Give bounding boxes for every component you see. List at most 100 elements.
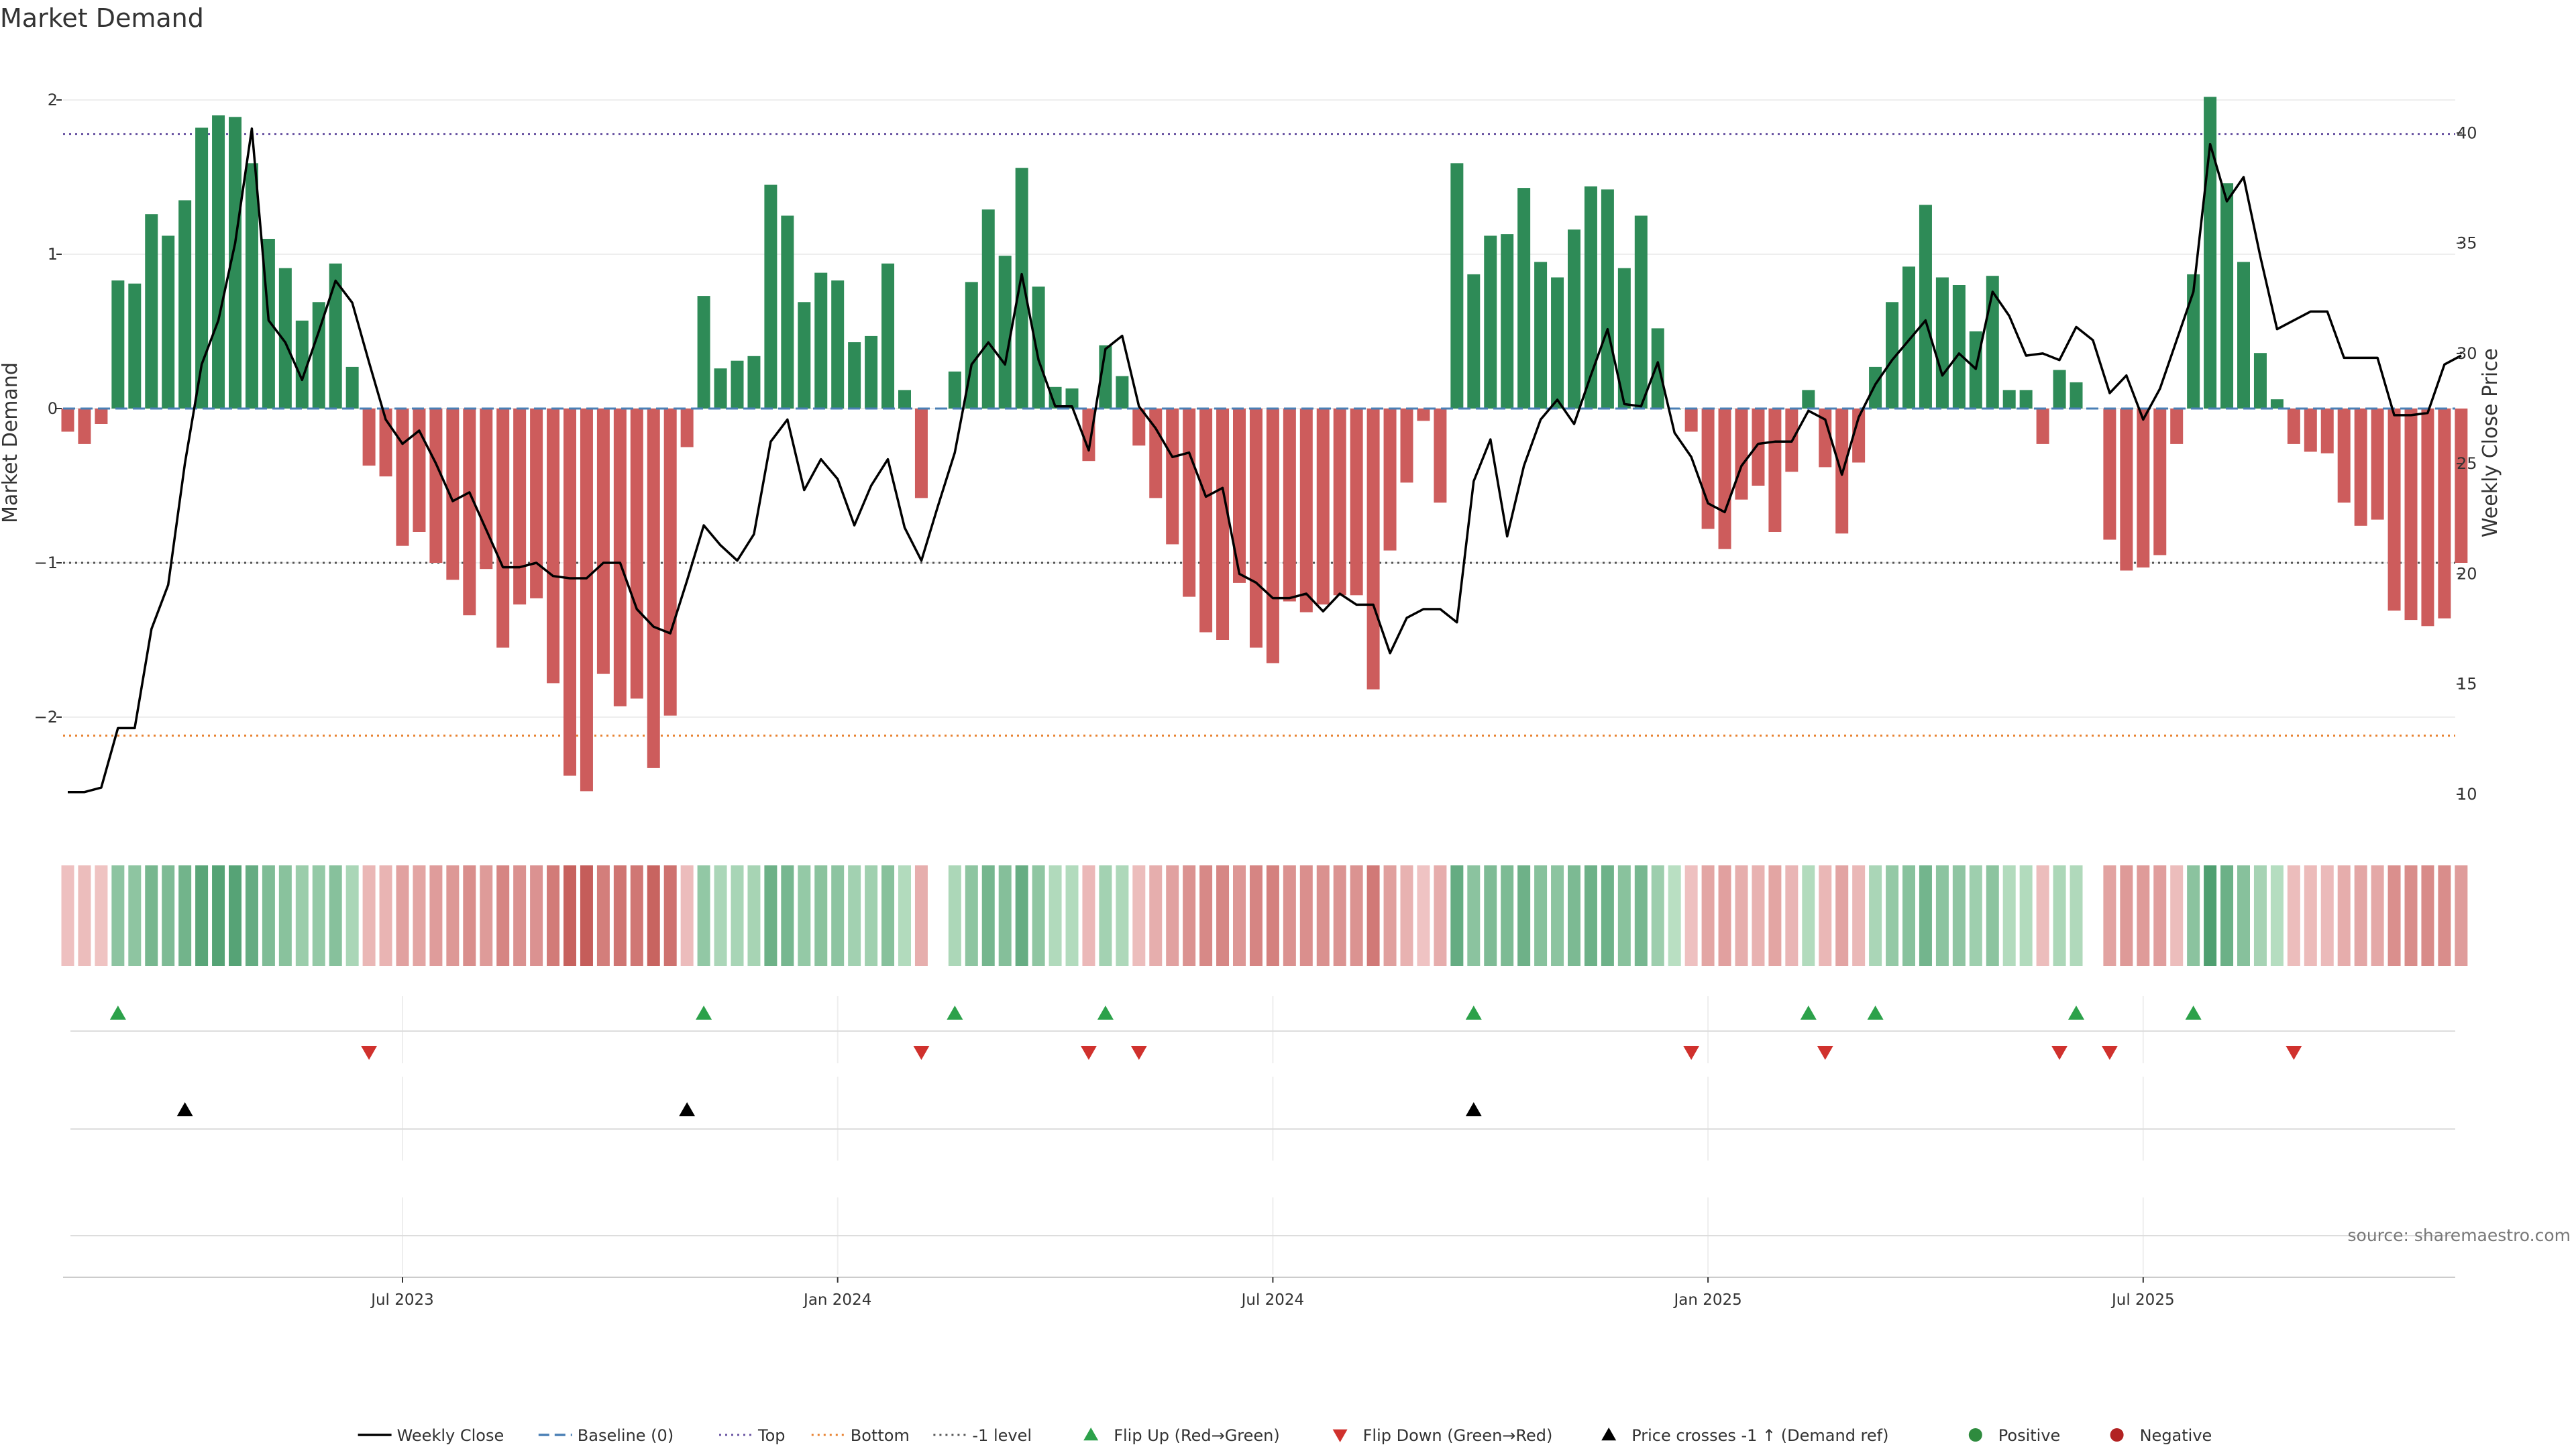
- demand-bar: [1366, 409, 1380, 690]
- demand-bar: [1484, 235, 1497, 409]
- demand-bar: [345, 366, 359, 409]
- demand-bar: [1316, 409, 1330, 605]
- heat-cell: [1484, 865, 1497, 966]
- flip-down-marker: [1683, 1046, 1700, 1060]
- heat-cell: [781, 865, 794, 966]
- heat-cell: [1668, 865, 1681, 966]
- heat-cell: [1316, 865, 1330, 966]
- heat-cell: [1852, 865, 1866, 966]
- heat-cell: [2253, 865, 2267, 966]
- heat-cell: [1266, 865, 1279, 966]
- heat-cell: [1601, 865, 1614, 966]
- date-tick-label: Jul 2025: [2110, 1291, 2175, 1309]
- heat-cell: [1617, 865, 1631, 966]
- demand-bar: [1852, 409, 1866, 463]
- demand-bar: [1634, 215, 1648, 409]
- date-tick-label: Jan 2024: [802, 1291, 871, 1309]
- demand-bar: [747, 356, 761, 409]
- source-note: source: sharemaestro.com: [2348, 1226, 2571, 1245]
- flip-down-marker: [2051, 1046, 2068, 1060]
- heat-cell: [1935, 865, 1949, 966]
- heat-cell: [1283, 865, 1296, 966]
- heat-cell: [747, 865, 761, 966]
- heat-cell: [547, 865, 560, 966]
- left-tick-label: 0: [48, 399, 58, 418]
- demand-bar: [680, 409, 694, 447]
- heat-cell: [345, 865, 359, 966]
- heat-cell: [2270, 865, 2284, 966]
- demand-bar: [245, 163, 258, 409]
- heat-cell: [2438, 865, 2451, 966]
- demand-bar: [663, 409, 677, 716]
- heat-cell: [2287, 865, 2300, 966]
- legend-label: Weekly Close: [397, 1426, 504, 1445]
- price-cross-marker: [176, 1102, 193, 1116]
- demand-bar: [2320, 409, 2334, 453]
- demand-bar: [2187, 274, 2200, 409]
- heat-cell: [2153, 865, 2167, 966]
- legend-label: Flip Up (Red→Green): [1114, 1426, 1280, 1445]
- heat-cell: [2371, 865, 2384, 966]
- legend-label: Flip Down (Green→Red): [1363, 1426, 1553, 1445]
- heat-cell: [1065, 865, 1079, 966]
- heat-cell: [1819, 865, 1832, 966]
- heat-cell: [1116, 865, 1129, 966]
- demand-bar: [898, 390, 911, 409]
- demand-bar: [463, 409, 476, 616]
- heat-cell: [613, 865, 627, 966]
- demand-bar: [948, 371, 961, 409]
- heat-cell: [865, 865, 878, 966]
- demand-bar: [596, 409, 610, 674]
- left-tick-label: −1: [34, 553, 58, 572]
- demand-bar: [1467, 274, 1481, 409]
- demand-bar: [2237, 262, 2250, 409]
- heat-cell: [1902, 865, 1915, 966]
- heat-cell: [1785, 865, 1799, 966]
- legend-swatch-circle: [2110, 1428, 2124, 1442]
- heat-cell: [1132, 865, 1146, 966]
- demand-bar: [2371, 409, 2384, 520]
- legend-label: Baseline (0): [578, 1426, 674, 1445]
- heat-cell: [2421, 865, 2434, 966]
- legend-label: Price crosses -1 ↑ (Demand ref): [1631, 1426, 1888, 1445]
- heat-cell: [714, 865, 727, 966]
- demand-bar: [229, 117, 241, 409]
- demand-bar: [480, 409, 493, 570]
- demand-bar: [697, 296, 710, 409]
- heat-cell: [1651, 865, 1664, 966]
- date-tick-label: Jul 2023: [370, 1291, 434, 1309]
- heat-cell: [1015, 865, 1028, 966]
- heat-cell: [1434, 865, 1447, 966]
- heat-cell: [1869, 865, 1882, 966]
- demand-bar: [1333, 409, 1346, 596]
- legend-item: Flip Down (Green→Red): [1332, 1426, 1553, 1445]
- demand-bar: [496, 409, 510, 648]
- heat-cell: [1835, 865, 1849, 966]
- heat-cell: [731, 865, 744, 966]
- heat-cell: [998, 865, 1012, 966]
- flip-down-marker: [1817, 1046, 1833, 1060]
- heat-cell: [145, 865, 158, 966]
- demand-bar: [781, 215, 794, 409]
- right-axis-title: Weekly Close Price: [2479, 348, 2502, 537]
- heat-cell: [1333, 865, 1346, 966]
- legend-label: Positive: [1998, 1426, 2061, 1445]
- heat-cell: [162, 865, 175, 966]
- demand-bar: [513, 409, 527, 605]
- left-y-axis: 2 1 0 −1 −2: [34, 91, 62, 727]
- demand-bar: [312, 302, 325, 409]
- heat-cell: [1099, 865, 1112, 966]
- legend-item: Top: [719, 1426, 786, 1445]
- heat-cell: [396, 865, 409, 966]
- demand-bar: [2253, 353, 2267, 409]
- demand-bar: [1082, 409, 1095, 462]
- flip-up-marker: [947, 1006, 963, 1020]
- demand-bar: [1233, 409, 1246, 583]
- demand-bar: [630, 409, 643, 699]
- demand-bar: [1617, 268, 1631, 409]
- heat-cell: [764, 865, 777, 966]
- date-axis: Jul 2023 Jan 2024 Jul 2024 Jan 2025 Jul 2025: [63, 1277, 2455, 1309]
- heat-cell: [948, 865, 961, 966]
- flip-down-marker: [361, 1046, 378, 1060]
- heat-cell: [881, 865, 895, 966]
